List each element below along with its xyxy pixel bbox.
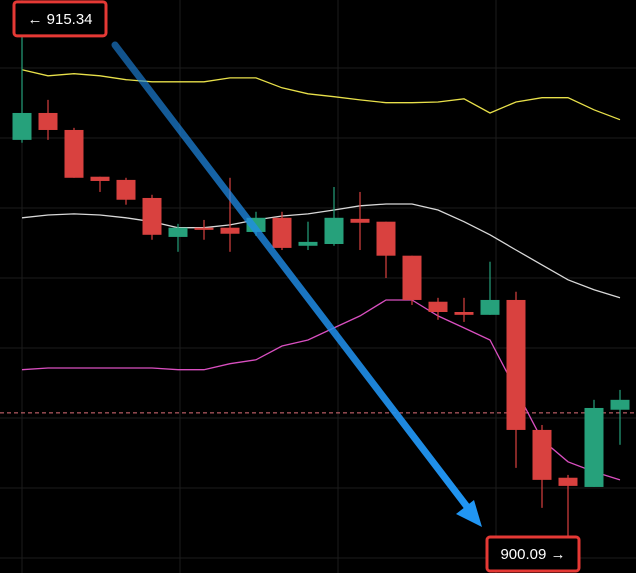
band-line: [21, 69, 621, 121]
candles: [12, 19, 630, 560]
candle-body: [12, 112, 32, 140]
candle-body: [610, 399, 630, 410]
candle-body: [350, 218, 370, 223]
labels: ← 915.34 900.09 →: [12, 0, 581, 573]
candle-body: [454, 311, 474, 315]
band-line: [21, 203, 621, 299]
candle-body: [584, 407, 604, 487]
candle-body: [532, 429, 552, 480]
candle-body: [116, 179, 136, 200]
trend-arrow-head: [456, 500, 482, 527]
band-line: [21, 299, 621, 481]
candle-body: [194, 227, 214, 230]
candle-body: [480, 299, 500, 315]
candle-body: [168, 227, 188, 237]
annotation-box: [12, 0, 108, 38]
candle-body: [272, 217, 292, 248]
candle-body: [90, 176, 110, 181]
candle-body: [402, 255, 422, 300]
candle-body: [64, 129, 84, 178]
candle-body: [428, 301, 448, 312]
candle-body: [558, 477, 578, 486]
candle-body: [324, 217, 344, 245]
candle-body: [142, 197, 162, 235]
candle-body: [506, 299, 526, 430]
candle-body: [220, 227, 240, 234]
annotation-label: 900.09 →: [500, 546, 565, 563]
annotation-label: ← 915.34: [27, 11, 92, 28]
candle-body: [376, 221, 396, 256]
candle-body: [38, 112, 58, 130]
overlay: [111, 41, 482, 527]
candle-body: [298, 241, 318, 246]
trend-arrow: [111, 41, 472, 512]
annotation-box: [485, 535, 581, 573]
